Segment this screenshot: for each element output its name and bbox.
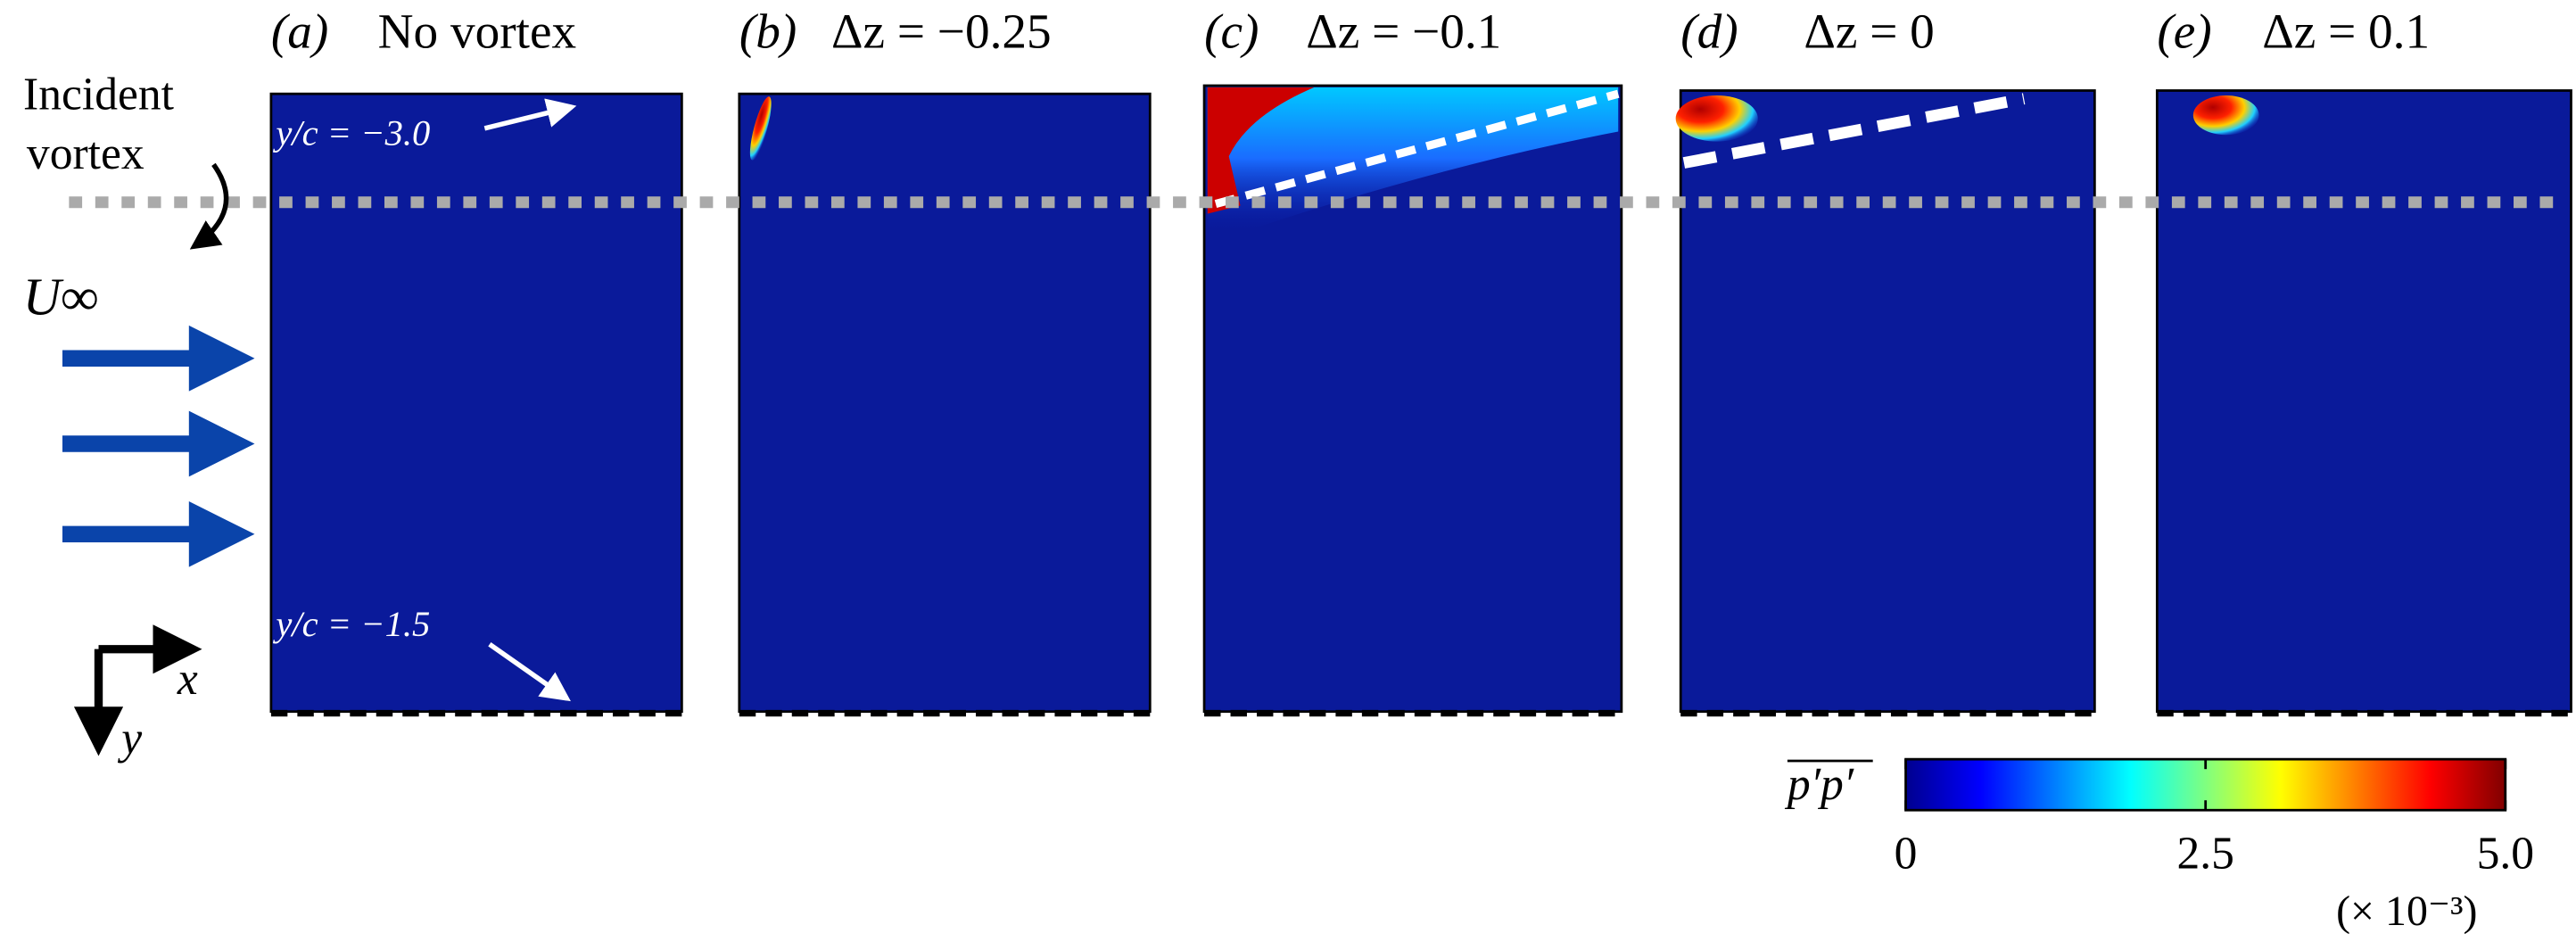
hot-spots	[749, 87, 2259, 231]
streak-b	[749, 96, 772, 161]
field-b	[738, 92, 1152, 714]
field-d	[1679, 89, 2096, 714]
band-c	[1207, 87, 1619, 231]
pointer-top	[483, 98, 577, 131]
axis-label: x	[177, 654, 198, 705]
scale-note: (× 10⁻³)	[2336, 888, 2477, 935]
panel-title: Δz = 0.1	[2262, 4, 2430, 58]
panel-tag: (d)	[1680, 4, 1738, 58]
colorbar-tick-label: 5.0	[2477, 828, 2534, 879]
titles: (a) No vortex (b) Δz = −0.25 (c) Δz = −0…	[271, 4, 2430, 58]
station-label: y/c = −1.5	[272, 604, 430, 644]
pointer-bottom	[488, 641, 571, 702]
annotation: vortex	[27, 128, 144, 179]
colorbar-label: p′p′	[1784, 759, 1854, 810]
panel-tag: (a)	[271, 4, 328, 58]
panel-title: No vortex	[378, 4, 576, 58]
colorbar-tick-label: 0	[1895, 828, 1918, 879]
field-e	[2155, 89, 2572, 714]
panel-fields	[269, 84, 2572, 714]
colorbar-ticks: 0 2.5 5.0	[1895, 759, 2534, 879]
panel-title: Δz = 0	[1804, 4, 1934, 58]
panel-tag: (e)	[2157, 4, 2211, 58]
panel-title: Δz = −0.25	[831, 4, 1052, 58]
station-label: y/c = −3.0	[272, 112, 430, 153]
hot-e	[2192, 95, 2259, 136]
axis-label: y	[117, 714, 142, 764]
panel-tag: (b)	[739, 4, 797, 58]
hot-d	[1675, 95, 1758, 142]
freestream-label: U∞	[23, 268, 99, 326]
panel-tag: (c)	[1204, 4, 1259, 58]
vortex-arrow	[189, 162, 229, 250]
shear-line-c	[1214, 89, 1620, 209]
hot-c	[1207, 87, 1315, 214]
shear-line-d	[1682, 93, 2026, 169]
panel-title: Δz = −0.1	[1306, 4, 1501, 58]
annotation: Incident	[23, 70, 175, 120]
colorbar-tick-label: 2.5	[2176, 828, 2233, 879]
flow-arrows	[62, 325, 255, 567]
